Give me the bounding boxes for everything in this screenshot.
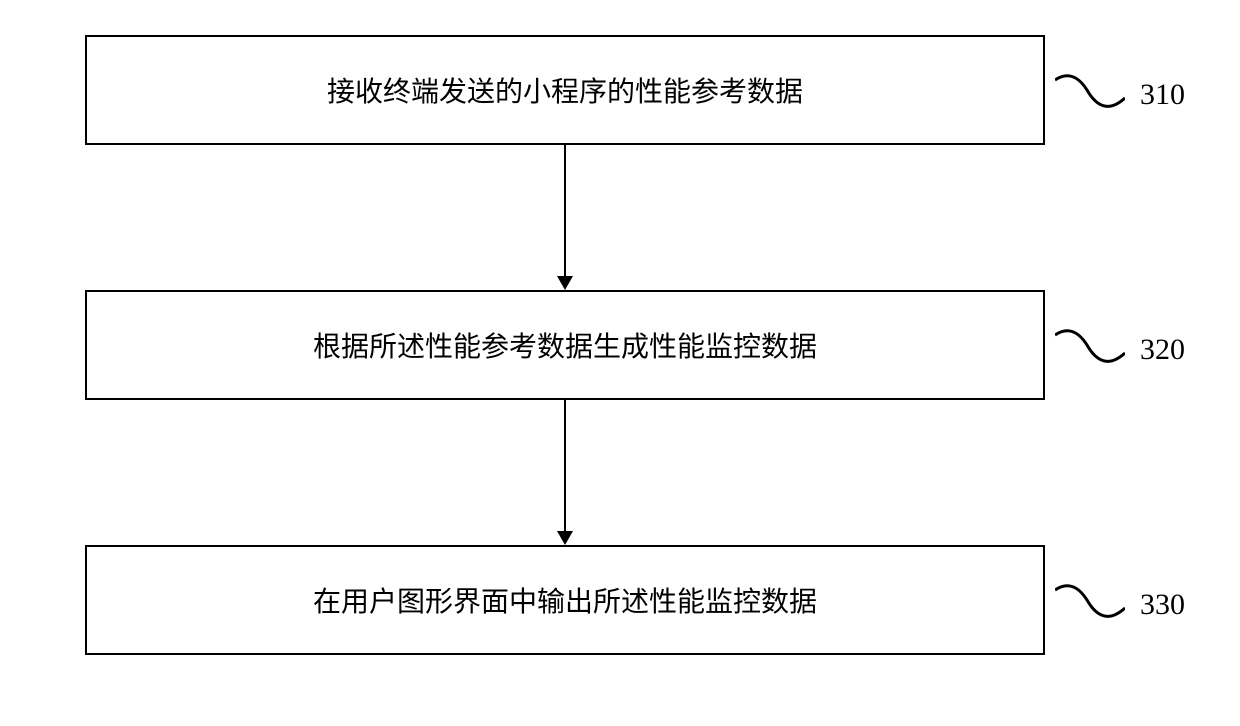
arrow-head-2-to-3 — [557, 531, 573, 545]
flowchart-step-1: 接收终端发送的小程序的性能参考数据 — [85, 35, 1045, 145]
step-number-3: 330 — [1140, 588, 1185, 622]
flowchart-container: 接收终端发送的小程序的性能参考数据 310 根据所述性能参考数据生成性能监控数据… — [0, 0, 1240, 726]
curve-connector-3 — [1055, 578, 1125, 628]
flowchart-step-3: 在用户图形界面中输出所述性能监控数据 — [85, 545, 1045, 655]
arrow-2-to-3 — [564, 400, 566, 531]
arrow-head-1-to-2 — [557, 276, 573, 290]
arrow-1-to-2 — [564, 145, 566, 276]
step-1-text: 接收终端发送的小程序的性能参考数据 — [327, 70, 803, 110]
flowchart-step-2: 根据所述性能参考数据生成性能监控数据 — [85, 290, 1045, 400]
step-number-1: 310 — [1140, 78, 1185, 112]
curve-connector-1 — [1055, 68, 1125, 118]
step-3-text: 在用户图形界面中输出所述性能监控数据 — [313, 580, 817, 620]
step-number-2: 320 — [1140, 333, 1185, 367]
curve-connector-2 — [1055, 323, 1125, 373]
step-2-text: 根据所述性能参考数据生成性能监控数据 — [313, 325, 817, 365]
